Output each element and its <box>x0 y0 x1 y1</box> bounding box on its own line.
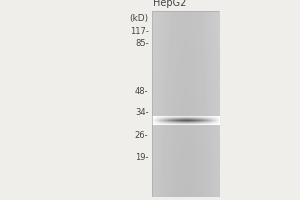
Text: 85-: 85- <box>135 38 148 47</box>
Text: 34-: 34- <box>135 108 148 117</box>
Text: HepG2: HepG2 <box>154 0 187 8</box>
Text: 26-: 26- <box>135 130 148 140</box>
Text: 48-: 48- <box>135 86 148 96</box>
Text: (kD): (kD) <box>129 14 148 22</box>
Text: 19-: 19- <box>135 152 148 162</box>
Text: 117-: 117- <box>130 26 148 36</box>
